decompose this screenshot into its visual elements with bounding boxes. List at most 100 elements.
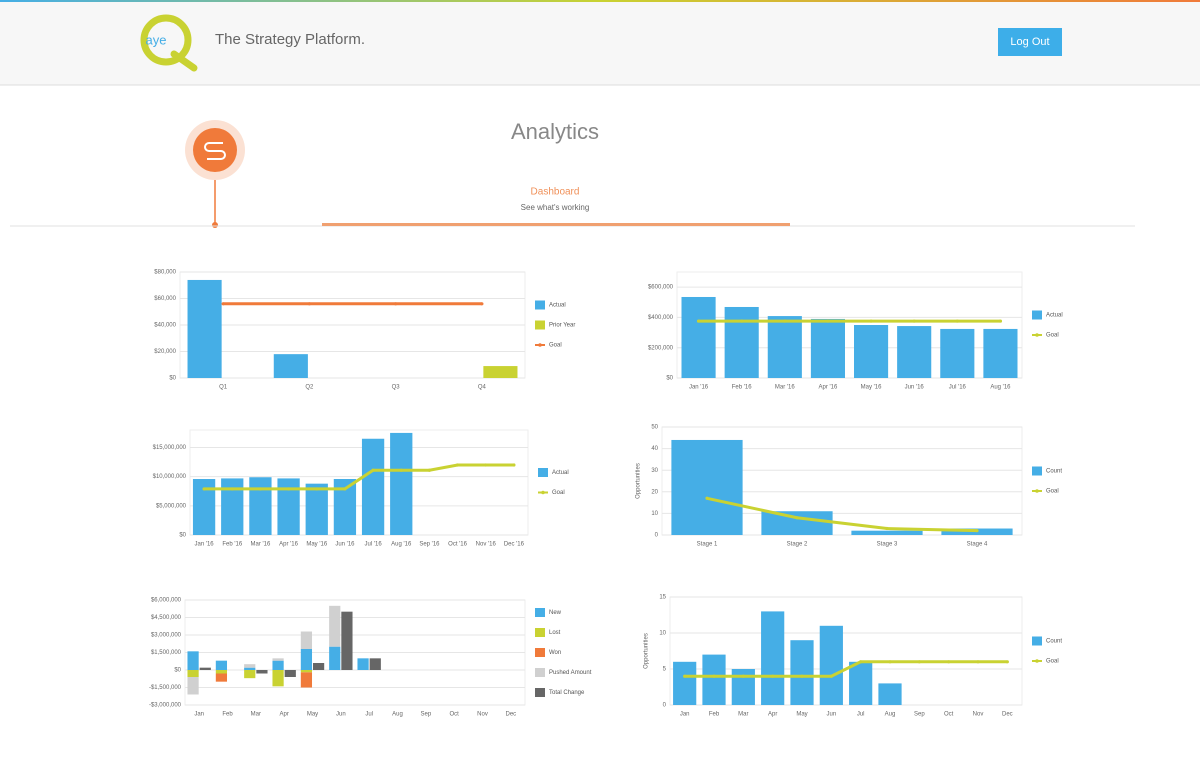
goal-point <box>343 487 347 491</box>
legend-swatch <box>1032 466 1042 476</box>
x-tick-label: Aug <box>392 712 403 718</box>
goal-line <box>684 660 1008 678</box>
page-title: Analytics <box>511 119 599 144</box>
chart: $0 $20,000 $40,000 $60,000 $80,000 Q1 Q2 Q3 Q4 Ac… <box>154 270 575 391</box>
legend-label: Pushed Amount <box>549 670 592 676</box>
bar <box>702 654 726 705</box>
x-tick-label: Feb <box>709 712 720 718</box>
goal-point <box>800 674 804 678</box>
bar <box>329 605 341 647</box>
goal-point <box>202 487 206 491</box>
x-tick-label: Jul <box>365 712 373 718</box>
x-tick-label: Dec '16 <box>504 542 525 548</box>
x-tick-label: Sep '16 <box>419 542 440 548</box>
logout-label[interactable]: Log Out <box>1010 36 1049 48</box>
bar <box>483 366 518 378</box>
x-tick-label: Feb '16 <box>732 385 752 391</box>
goal-point <box>741 674 745 678</box>
bar <box>215 660 228 670</box>
legend-swatch-dot <box>1035 659 1039 663</box>
x-tick-label: Jan '16 <box>194 542 214 548</box>
bar <box>849 661 873 705</box>
bar <box>305 483 328 535</box>
bar <box>854 325 889 378</box>
y-tick-label: 10 <box>659 631 666 637</box>
goal-point <box>826 319 830 323</box>
x-tick-label: May '16 <box>861 385 882 391</box>
bar <box>192 479 216 535</box>
x-tick-label: Aug <box>885 712 896 718</box>
legend-label: Prior Year <box>549 323 575 329</box>
y-tick-label: $3,000,000 <box>151 633 182 639</box>
legend-swatch <box>535 688 545 697</box>
goal-point <box>795 516 799 520</box>
logo-text: aye <box>146 32 167 47</box>
x-tick-label: Stage 3 <box>877 542 898 548</box>
logout-button[interactable] <box>998 28 1062 56</box>
y-tick-label: $0 <box>169 376 176 382</box>
y-tick-label: 0 <box>663 703 667 709</box>
goal-point <box>683 674 687 678</box>
goal-point <box>1005 660 1009 664</box>
legend-label: Won <box>549 650 561 656</box>
legend-swatch <box>535 648 545 657</box>
legend-label: Count <box>1046 639 1062 645</box>
y-tick-label: 10 <box>651 511 658 517</box>
bar <box>851 530 923 535</box>
bar <box>390 432 413 535</box>
x-tick-label: Nov '16 <box>476 542 497 548</box>
x-tick-label: Jun '16 <box>905 385 925 391</box>
x-tick-label: Jul '16 <box>365 542 383 548</box>
bar <box>187 677 199 695</box>
bar <box>215 673 228 682</box>
goal-point <box>859 660 863 664</box>
top-accent <box>0 0 1200 2</box>
x-tick-label: Sep <box>914 712 925 718</box>
chart: 0 10 20 30 40 50 Opportunities Stage 1 Stage 2 St… <box>636 425 1063 548</box>
x-tick-label: Apr <box>768 712 777 718</box>
bar <box>256 670 268 674</box>
goal-point <box>696 319 701 323</box>
y-tick-label: 0 <box>655 533 659 539</box>
goal-point <box>712 674 716 678</box>
bar <box>940 328 975 378</box>
y-tick-label: $20,000 <box>154 349 176 355</box>
plot-area <box>669 596 1023 706</box>
y-tick-label: 20 <box>651 489 658 495</box>
bar <box>244 670 256 679</box>
x-tick-label: Jan '16 <box>689 385 709 391</box>
legend-swatch-dot <box>1035 333 1039 337</box>
tab-label[interactable]: Dashboard <box>531 187 580 198</box>
section-connector-dot <box>212 222 218 228</box>
bar <box>300 670 313 673</box>
x-tick-label: Mar <box>251 712 261 718</box>
y-tick-label: 40 <box>651 446 658 452</box>
bar <box>341 611 353 670</box>
goal-point <box>947 660 951 664</box>
chart: 0 5 10 15 Opportunities Jan Feb Mar Apr May Jun Jul… <box>644 595 1063 718</box>
y-tick-label: -$1,500,000 <box>149 685 182 691</box>
goal-point <box>975 529 979 533</box>
legend-swatch-dot <box>1035 489 1039 493</box>
legend-swatch-dot <box>538 343 542 347</box>
goal-point <box>783 319 787 323</box>
legend-label: Actual <box>549 303 566 309</box>
bar <box>761 611 785 705</box>
bar <box>333 479 357 535</box>
bar <box>357 658 369 670</box>
legend-swatch <box>535 608 545 617</box>
x-tick-label: Q2 <box>305 385 314 391</box>
bar <box>187 670 199 677</box>
x-tick-label: Oct <box>944 712 954 718</box>
x-tick-label: Mar <box>738 712 748 718</box>
x-tick-label: Oct '16 <box>448 542 467 548</box>
y-tick-label: $400,000 <box>648 315 674 321</box>
bar <box>187 279 222 378</box>
y-tick-label: $6,000,000 <box>151 598 182 604</box>
x-tick-label: Dec <box>1002 712 1013 718</box>
y-tick-label: $600,000 <box>648 285 674 291</box>
bar <box>671 439 743 535</box>
bar <box>300 672 313 688</box>
bar <box>790 640 814 705</box>
